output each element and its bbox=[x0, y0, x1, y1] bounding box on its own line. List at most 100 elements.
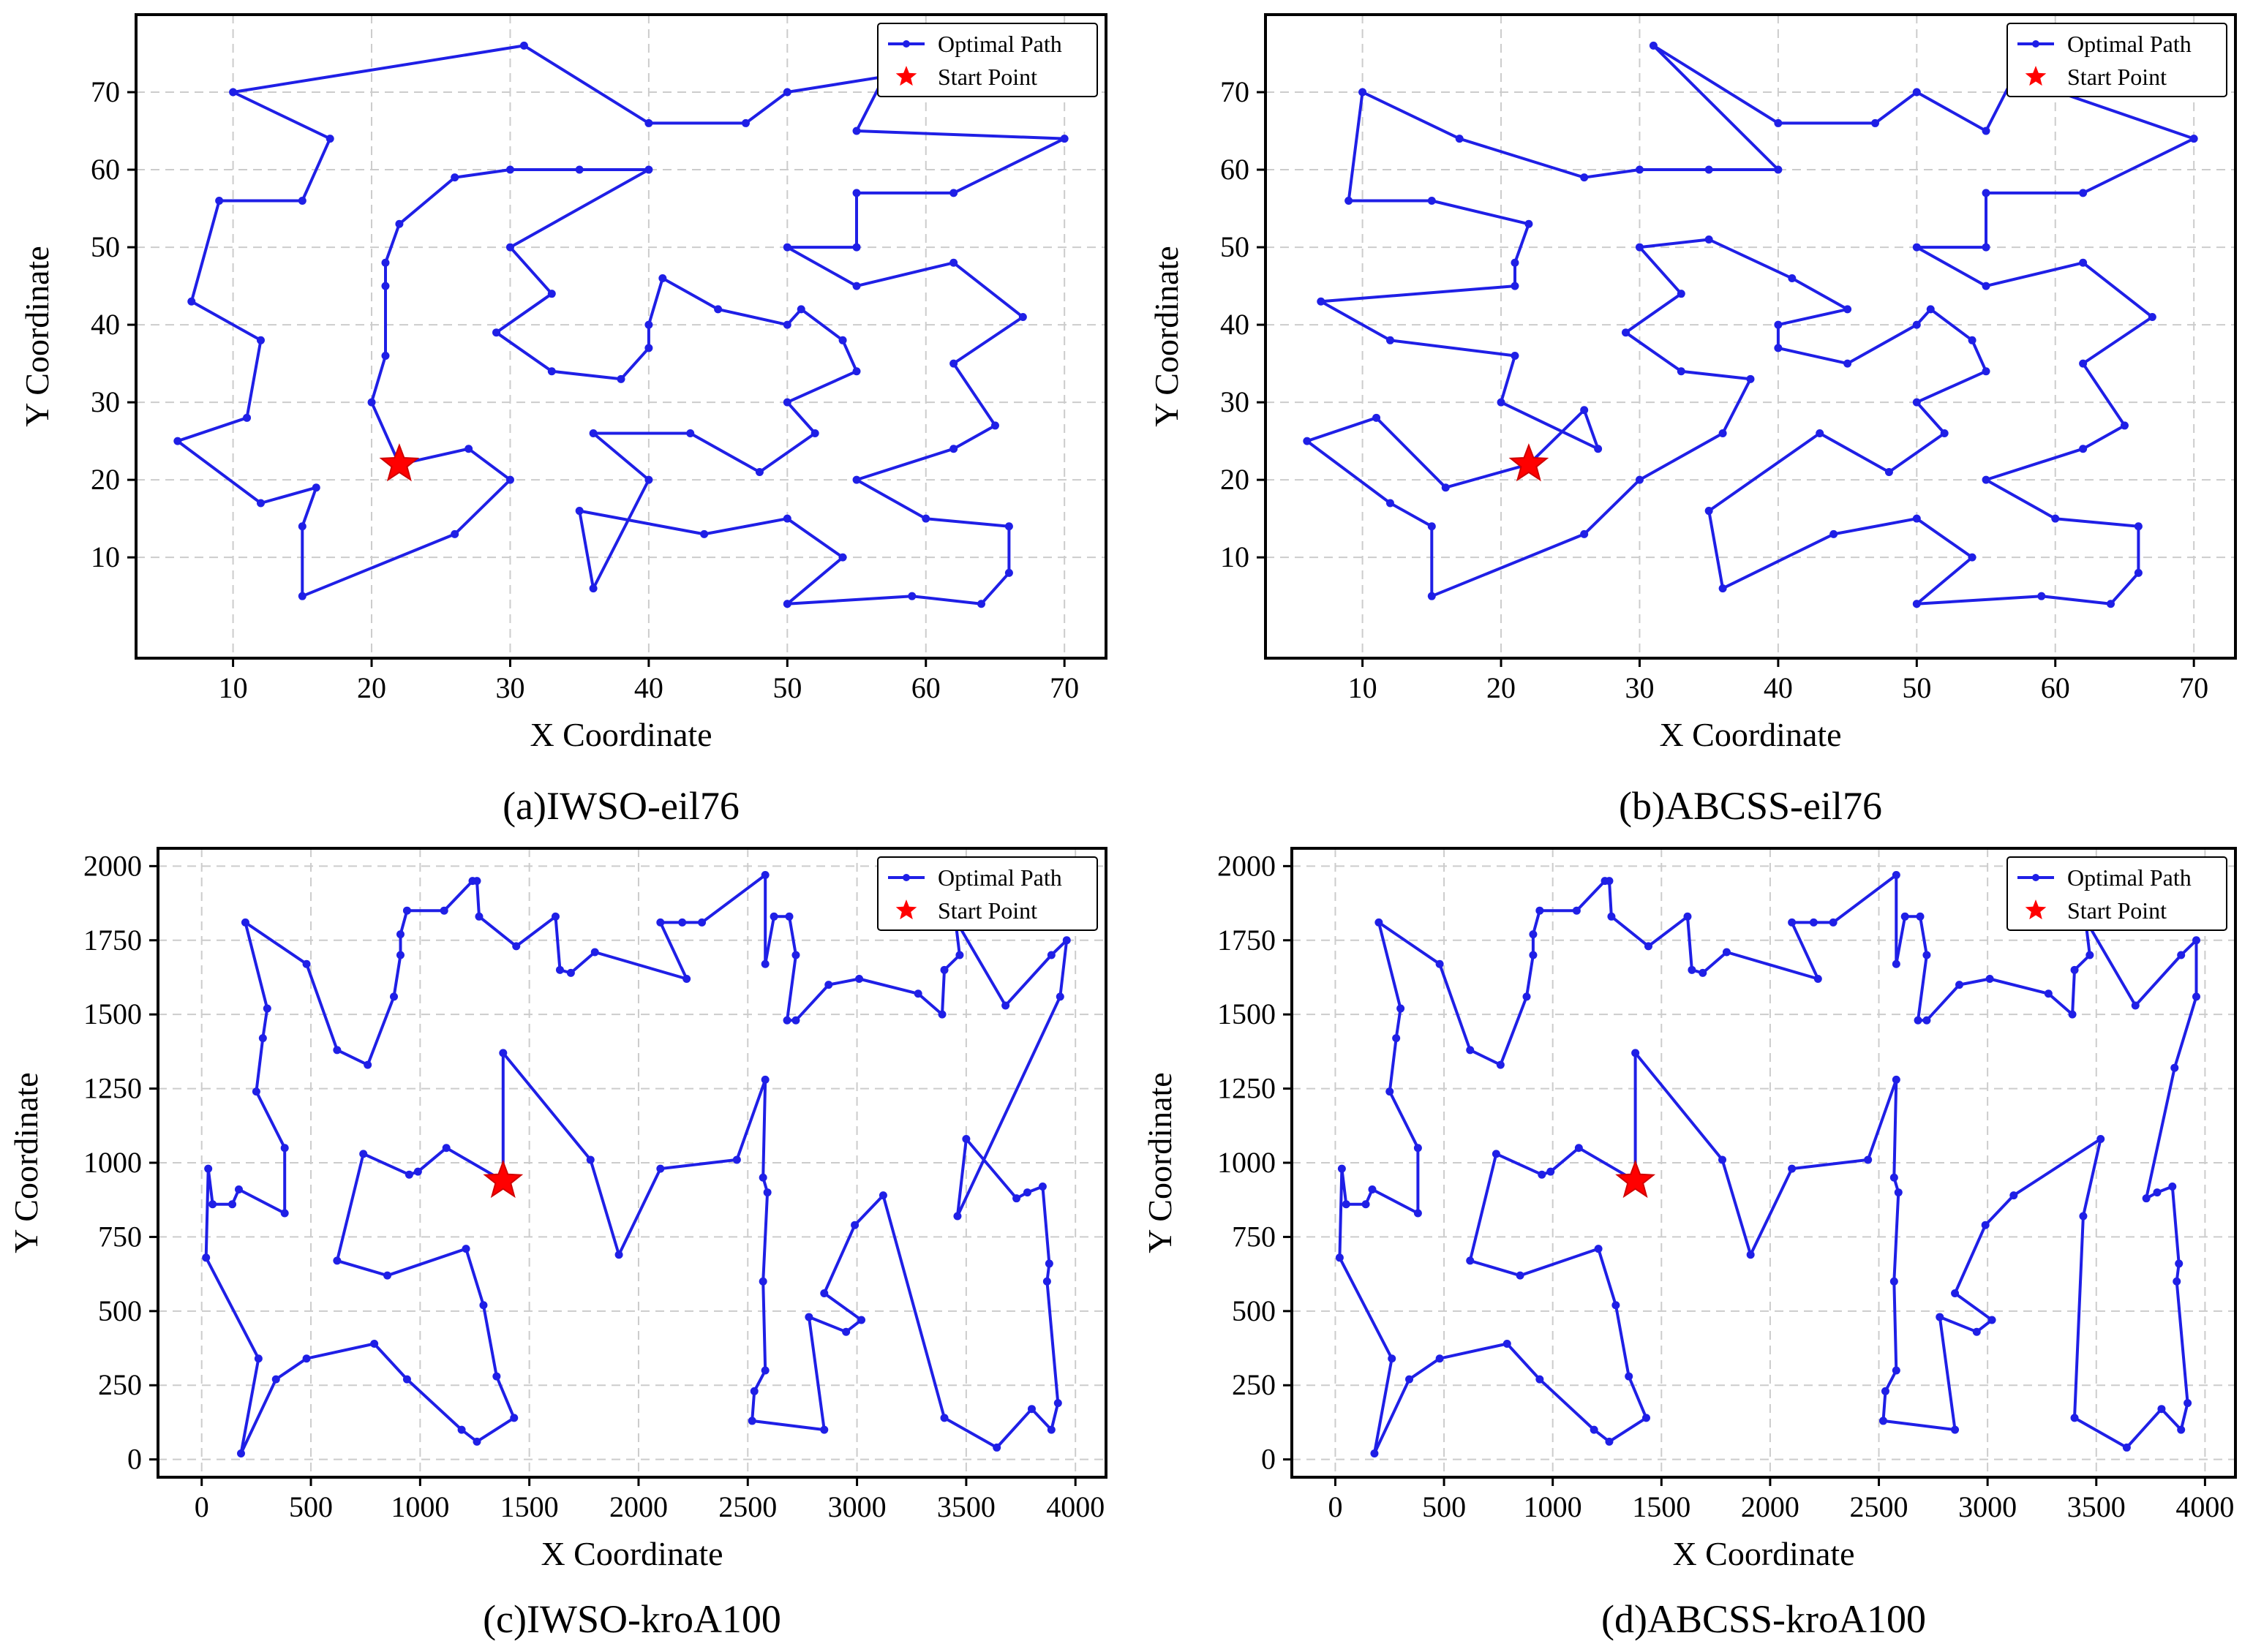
x-tick-label: 2500 bbox=[1850, 1490, 1908, 1523]
path-node bbox=[2173, 1277, 2181, 1286]
optimal-path-line bbox=[204, 873, 1069, 1455]
path-node bbox=[1892, 871, 1900, 880]
path-node bbox=[1922, 1016, 1931, 1025]
path-node bbox=[256, 499, 265, 508]
y-tick-label: 10 bbox=[1220, 540, 1249, 573]
path-node bbox=[492, 1372, 501, 1381]
legend-path-label: Optimal Path bbox=[938, 31, 1062, 57]
panel-caption: (d)ABCSS-kroA100 bbox=[1601, 1597, 1926, 1641]
path-node bbox=[1914, 1016, 1922, 1025]
path-node bbox=[1641, 1414, 1650, 1422]
path-node bbox=[1843, 359, 1852, 368]
path-node bbox=[1574, 1144, 1583, 1153]
path-node bbox=[820, 1425, 829, 1434]
path-node bbox=[1816, 429, 1824, 438]
path-node bbox=[555, 965, 564, 974]
path-node bbox=[1372, 413, 1381, 422]
path-node bbox=[686, 429, 695, 438]
path-node bbox=[1529, 930, 1538, 939]
path-node bbox=[838, 336, 847, 344]
y-tick-label: 60 bbox=[91, 153, 120, 186]
chart-panel-0: 10 20 30 40 50 60 70 10 20 30 40 50 60 70 X Coordinate… bbox=[18, 13, 1107, 828]
path-node bbox=[2079, 359, 2088, 368]
path-node bbox=[1317, 297, 1325, 306]
path-node bbox=[914, 989, 922, 998]
path-node bbox=[1303, 437, 1312, 445]
path-node bbox=[852, 189, 861, 197]
path-node bbox=[940, 1414, 949, 1422]
path-node bbox=[457, 1425, 466, 1434]
path-node bbox=[805, 1313, 813, 1321]
path-node bbox=[1605, 1437, 1614, 1446]
path-node bbox=[763, 1188, 772, 1197]
path-node bbox=[1981, 1221, 1990, 1229]
x-tick-label: 500 bbox=[289, 1490, 333, 1523]
x-tick-label: 50 bbox=[772, 671, 802, 704]
path-node bbox=[413, 1167, 422, 1176]
path-node bbox=[405, 1170, 413, 1179]
path-node bbox=[451, 529, 459, 538]
path-node bbox=[1894, 1188, 1903, 1197]
path-node bbox=[1829, 918, 1838, 927]
x-tick-label: 1000 bbox=[391, 1490, 449, 1523]
y-tick-label: 20 bbox=[1220, 463, 1249, 496]
path-node bbox=[1889, 1173, 1898, 1182]
path-node bbox=[2068, 1010, 2077, 1019]
path-node bbox=[1045, 1259, 1053, 1268]
path-node bbox=[2153, 1188, 2162, 1197]
path-node bbox=[1968, 553, 1976, 562]
path-node bbox=[1864, 1155, 1873, 1164]
path-node bbox=[1774, 118, 1783, 127]
path-node bbox=[510, 1414, 519, 1422]
y-tick-label: 250 bbox=[98, 1368, 142, 1401]
path-node bbox=[1601, 877, 1609, 886]
path-node bbox=[402, 906, 411, 915]
path-node bbox=[656, 1164, 665, 1173]
path-node bbox=[1062, 936, 1071, 945]
y-tick-label: 1000 bbox=[1217, 1146, 1276, 1179]
path-node bbox=[390, 992, 399, 1001]
legend-path-label: Optimal Path bbox=[938, 864, 1062, 891]
path-node bbox=[396, 951, 405, 959]
y-tick-label: 50 bbox=[91, 230, 120, 263]
x-tick-label: 2500 bbox=[718, 1490, 777, 1523]
x-tick-label: 3000 bbox=[1958, 1490, 2017, 1523]
y-tick-label: 70 bbox=[1220, 75, 1249, 108]
path-node bbox=[1722, 948, 1731, 957]
path-node bbox=[575, 165, 584, 174]
path-node bbox=[644, 320, 653, 329]
path-node bbox=[1972, 1327, 1981, 1336]
path-node bbox=[785, 912, 794, 921]
path-node bbox=[783, 1016, 791, 1025]
path-node bbox=[1385, 336, 1394, 344]
path-node bbox=[2134, 522, 2143, 531]
x-tick-label: 10 bbox=[1348, 671, 1377, 704]
path-node bbox=[1774, 165, 1783, 174]
path-node bbox=[2175, 1259, 2184, 1268]
path-node bbox=[761, 1075, 770, 1084]
path-node bbox=[396, 930, 405, 939]
path-node bbox=[468, 877, 477, 886]
start-point-star bbox=[1508, 443, 1549, 482]
path-node bbox=[2107, 600, 2115, 608]
path-node bbox=[589, 584, 598, 593]
path-node bbox=[879, 1191, 887, 1200]
x-tick-label: 50 bbox=[1902, 671, 1931, 704]
path-node bbox=[953, 1212, 962, 1221]
path-node bbox=[1985, 974, 1994, 983]
path-node bbox=[1704, 235, 1713, 244]
legend-start-star-icon bbox=[2025, 66, 2047, 86]
y-tick-label: 60 bbox=[1220, 153, 1249, 186]
path-node bbox=[2037, 592, 2046, 600]
path-node bbox=[1018, 312, 1027, 321]
chart-panel-1: 10 20 30 40 50 60 70 10 20 30 40 50 60 70 X Coordinate… bbox=[1148, 13, 2237, 828]
path-node bbox=[228, 1200, 237, 1209]
path-node bbox=[1788, 1164, 1797, 1173]
path-node bbox=[1511, 258, 1519, 267]
path-node bbox=[1385, 1087, 1394, 1096]
y-tick-label: 1000 bbox=[83, 1146, 142, 1179]
path-node bbox=[505, 243, 514, 252]
path-node bbox=[243, 413, 252, 422]
y-tick-label: 20 bbox=[91, 463, 120, 496]
path-node bbox=[1635, 165, 1644, 174]
